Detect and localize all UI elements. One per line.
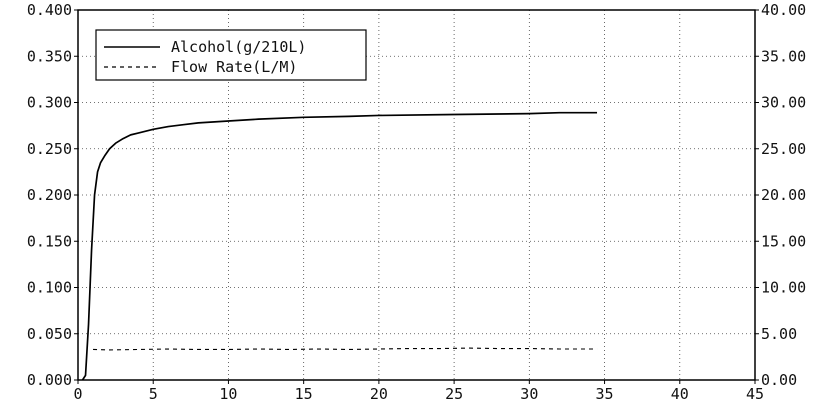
legend: Alcohol(g/210L) Flow Rate(L/M) (95, 29, 367, 81)
y-tick-label: 0.300 (27, 94, 72, 112)
y-tick-label: 0.400 (27, 1, 72, 19)
y-tick-label: 0.250 (27, 140, 72, 158)
legend-box (95, 29, 367, 81)
y-tick-label: 0.050 (27, 325, 72, 343)
legend-label-alcohol: Alcohol(g/210L) (171, 38, 306, 56)
y2-tick-label: 30.00 (761, 94, 806, 112)
series-line-flow-rate (93, 347, 598, 351)
x-tick-label: 20 (370, 385, 388, 402)
x-tick-label: 25 (445, 385, 463, 402)
y2-tick-label: 35.00 (761, 47, 806, 65)
y2-tick-label: 10.00 (761, 279, 806, 297)
series-layer (81, 111, 598, 381)
y-tick-label: 0.000 (27, 371, 72, 389)
y2-tick-label: 15.00 (761, 232, 806, 250)
series-line-alcohol (81, 111, 598, 381)
y-tick-label: 0.100 (27, 279, 72, 297)
x-tick-label: 5 (149, 385, 158, 402)
y2-tick-label: 5.00 (761, 325, 797, 343)
x-tick-label: 10 (219, 385, 237, 402)
x-tick-label: 35 (596, 385, 614, 402)
left-axis-ticks: 0.000 0.050 0.100 0.150 0.200 0.250 0.300 0.350… (27, 1, 78, 389)
y-tick-label: 0.350 (27, 47, 72, 65)
y2-tick-label: 0.00 (761, 371, 797, 389)
right-axis-ticks: 0.00 5.00 10.00 15.00 20.00 25.00 30.00 35.00 40… (755, 1, 806, 389)
x-tick-label: 15 (295, 385, 313, 402)
bottom-axis-ticks: 0 5 10 15 20 25 30 35 40 45 (73, 380, 764, 402)
y-tick-label: 0.200 (27, 186, 72, 204)
x-tick-label: 30 (520, 385, 538, 402)
y2-tick-label: 20.00 (761, 186, 806, 204)
y-tick-label: 0.150 (27, 232, 72, 250)
grid (78, 10, 755, 380)
y2-tick-label: 25.00 (761, 140, 806, 158)
y2-tick-label: 40.00 (761, 1, 806, 19)
x-tick-label: 45 (746, 385, 764, 402)
x-tick-label: 0 (73, 385, 82, 402)
legend-label-flow-rate: Flow Rate(L/M) (171, 58, 297, 76)
x-tick-label: 40 (671, 385, 689, 402)
